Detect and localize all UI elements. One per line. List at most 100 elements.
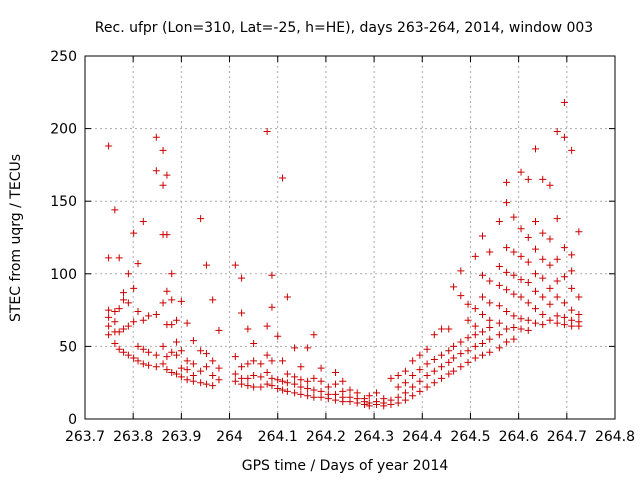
data-point xyxy=(197,347,205,355)
data-point xyxy=(532,218,539,226)
data-point xyxy=(438,325,446,333)
data-point xyxy=(168,296,176,304)
data-point xyxy=(401,379,409,387)
data-point xyxy=(231,370,239,378)
data-point xyxy=(152,351,160,359)
data-point xyxy=(189,360,197,368)
data-point xyxy=(291,373,299,381)
data-point xyxy=(231,377,239,385)
data-point xyxy=(283,379,291,387)
data-point xyxy=(517,276,525,284)
data-point xyxy=(430,355,438,363)
data-point xyxy=(304,377,312,385)
data-point xyxy=(283,293,291,301)
data-point xyxy=(479,351,486,359)
data-point xyxy=(168,348,176,356)
data-point xyxy=(209,357,217,365)
data-point xyxy=(517,168,525,176)
data-point xyxy=(510,324,518,332)
x-tick-label: 264.4 xyxy=(402,429,442,445)
data-point xyxy=(471,305,479,313)
data-point xyxy=(503,308,511,316)
data-point xyxy=(445,347,453,355)
data-point xyxy=(130,318,138,326)
data-point xyxy=(495,331,503,339)
data-point xyxy=(568,284,576,292)
data-point xyxy=(231,353,239,361)
x-tick-label: 264.2 xyxy=(306,429,346,445)
data-point xyxy=(238,380,246,388)
data-point xyxy=(310,331,318,339)
data-point xyxy=(486,316,494,324)
data-point xyxy=(409,383,417,391)
data-point xyxy=(202,380,210,388)
data-point xyxy=(189,377,197,385)
data-point xyxy=(145,348,153,356)
data-point xyxy=(189,337,197,345)
data-point xyxy=(495,281,503,289)
data-point xyxy=(532,287,539,295)
data-point xyxy=(430,331,438,339)
data-point xyxy=(274,385,282,393)
data-point xyxy=(479,328,486,336)
data-point xyxy=(268,382,276,390)
data-point xyxy=(479,310,486,318)
data-point xyxy=(471,342,479,350)
data-point xyxy=(524,234,532,241)
chart-title: Rec. ufpr (Lon=310, Lat=-25, h=HE), days… xyxy=(95,20,593,36)
data-point xyxy=(215,364,223,372)
data-point xyxy=(139,360,147,368)
data-point xyxy=(560,273,568,281)
y-tick-label: 150 xyxy=(50,194,77,210)
data-point xyxy=(553,293,561,301)
data-point xyxy=(324,383,332,391)
data-point xyxy=(416,377,424,385)
data-point xyxy=(317,364,325,372)
data-point xyxy=(560,313,568,321)
x-tick-label: 263.8 xyxy=(113,429,153,445)
data-point xyxy=(139,218,147,226)
data-point xyxy=(105,331,113,339)
data-point xyxy=(532,245,539,253)
data-point xyxy=(250,357,258,365)
data-point xyxy=(177,373,185,381)
data-point xyxy=(380,402,388,410)
y-tick-label: 200 xyxy=(50,122,77,138)
data-point xyxy=(177,297,185,305)
data-point xyxy=(159,360,167,368)
data-point xyxy=(503,199,511,207)
data-point xyxy=(394,383,402,391)
data-point xyxy=(423,371,431,379)
data-point xyxy=(202,350,210,358)
data-point xyxy=(546,300,554,308)
data-point xyxy=(346,386,354,394)
data-point xyxy=(244,325,252,333)
data-point xyxy=(291,389,299,397)
plot-frame xyxy=(84,55,616,420)
data-point xyxy=(394,371,402,379)
data-point xyxy=(510,290,518,298)
data-point xyxy=(263,369,271,377)
data-point xyxy=(111,339,119,347)
data-point xyxy=(339,398,347,406)
data-point xyxy=(532,145,539,153)
data-point xyxy=(387,374,395,382)
data-point xyxy=(560,133,568,141)
data-point xyxy=(401,396,409,404)
x-tick-label: 263.9 xyxy=(161,429,201,445)
data-point xyxy=(423,360,431,368)
data-point xyxy=(257,383,265,391)
data-point xyxy=(115,305,123,313)
data-point xyxy=(568,322,576,330)
data-point xyxy=(120,289,128,297)
data-point xyxy=(445,325,453,333)
data-point xyxy=(486,324,494,332)
data-point xyxy=(263,128,271,136)
data-point xyxy=(430,367,438,375)
data-point xyxy=(197,367,205,375)
data-point xyxy=(159,146,167,154)
data-point xyxy=(546,181,554,189)
data-point xyxy=(503,325,511,333)
data-point xyxy=(115,328,123,336)
data-point xyxy=(173,338,181,346)
